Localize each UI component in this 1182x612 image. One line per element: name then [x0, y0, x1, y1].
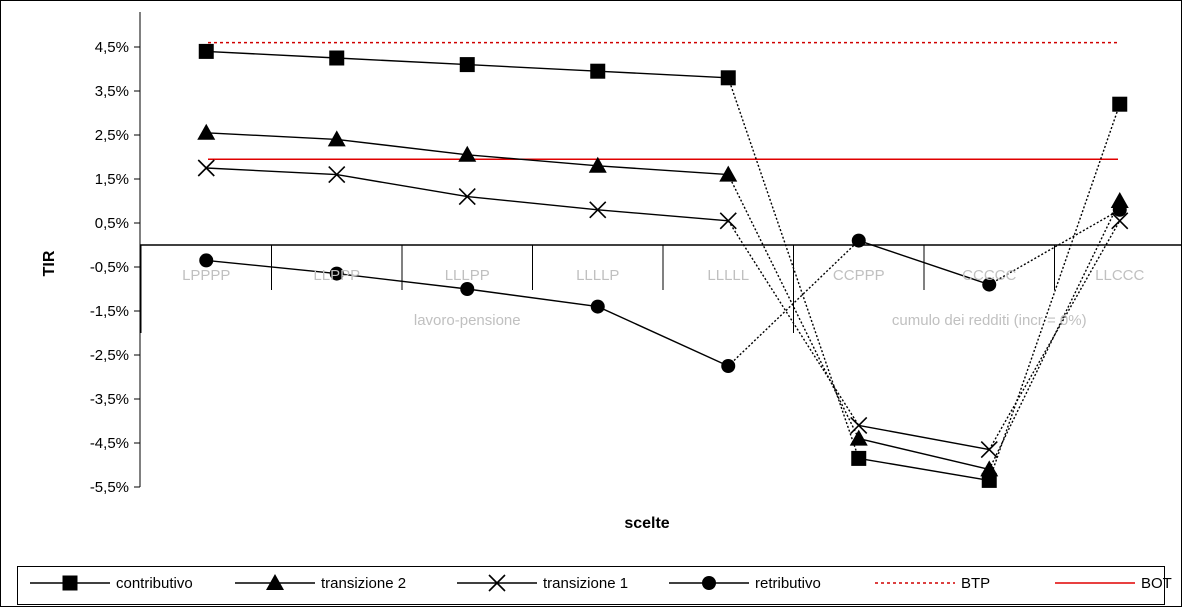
- series-connector-transizione-2: [988, 200, 1121, 470]
- legend: contributivo transizione 2 transizione 1 re…: [17, 566, 1172, 605]
- category-group-label: lavoro-pensione: [414, 312, 521, 329]
- y-axis-title: TIR: [41, 250, 58, 276]
- y-tick-label: -5,5%: [90, 479, 129, 496]
- data-point-transizione-2: [588, 156, 607, 173]
- data-point-transizione-1: [458, 188, 476, 206]
- series-connector-contributivo: [727, 77, 860, 459]
- y-tick-label: -2,5%: [90, 347, 129, 364]
- y-tick-label: -4,5%: [90, 435, 129, 452]
- data-point-transizione-1: [589, 201, 607, 219]
- series-connector-transizione-1: [727, 220, 860, 426]
- data-point-transizione-1: [850, 416, 868, 434]
- y-tick-label: 2,5%: [95, 127, 129, 144]
- data-point-transizione-1: [980, 441, 998, 459]
- legend-label: BOT: [1141, 575, 1172, 592]
- series-line-retributivo: [858, 239, 990, 286]
- data-point-transizione-2: [980, 460, 999, 477]
- legend-swatch-marker: [702, 576, 716, 590]
- category-label: LLPPP: [313, 267, 360, 284]
- category-label: LLLLL: [707, 267, 749, 284]
- y-tick-label: -1,5%: [90, 303, 129, 320]
- category-group-label: cumulo dei redditi (incr = 0%): [892, 312, 1087, 329]
- legend-label: BTP: [961, 575, 990, 592]
- data-point-transizione-2: [197, 123, 216, 140]
- data-point-retributivo: [329, 266, 344, 281]
- data-point-transizione-1: [197, 159, 215, 177]
- series-line-transizione-1: [858, 424, 990, 451]
- y-tick-label: 0,5%: [95, 215, 129, 232]
- series-line-contributivo: [858, 457, 990, 482]
- data-point-retributivo: [851, 233, 866, 248]
- data-point-transizione-2: [1110, 192, 1129, 208]
- data-point-retributivo: [590, 299, 605, 314]
- data-point-retributivo: [721, 359, 736, 373]
- series-connector-retributivo: [988, 209, 1121, 286]
- category-label: LPPPP: [182, 267, 230, 284]
- data-point-retributivo: [460, 282, 475, 296]
- series-connector-transizione-2: [727, 174, 860, 439]
- data-point-contributivo: [329, 50, 345, 66]
- data-point-transizione-1: [719, 212, 737, 230]
- y-tick-label: -0,5%: [90, 259, 129, 276]
- legend-swatch-marker: [62, 575, 78, 591]
- data-point-contributivo: [851, 450, 867, 466]
- data-point-transizione-2: [719, 165, 738, 182]
- category-label: LLLLP: [576, 267, 619, 284]
- category-label: CCCCC: [962, 267, 1016, 284]
- data-point-retributivo: [1112, 202, 1127, 217]
- series-line-transizione-2: [858, 437, 990, 471]
- category-label: CCPPP: [833, 267, 885, 284]
- data-point-contributivo: [198, 43, 214, 59]
- data-point-transizione-2: [849, 429, 868, 446]
- data-point-transizione-1: [328, 166, 346, 184]
- x-axis-title: scelte: [624, 515, 669, 532]
- data-point-contributivo: [590, 63, 606, 79]
- data-point-retributivo: [199, 253, 214, 268]
- data-point-transizione-1: [1111, 212, 1129, 230]
- y-tick-label: -3,5%: [90, 391, 129, 408]
- y-tick-label: 3,5%: [95, 83, 129, 100]
- plot-area: 4,5% 3,5% 2,5% 1,5% 0,5% -0,5% -1,5% -2,5% -3,5%…: [90, 12, 1182, 496]
- legend-label: transizione 1: [543, 575, 628, 592]
- legend-swatch-marker: [488, 574, 506, 592]
- data-point-retributivo: [982, 277, 997, 292]
- data-point-transizione-2: [458, 145, 477, 162]
- y-tick-label: 4,5%: [95, 39, 129, 56]
- data-point-transizione-2: [327, 130, 346, 147]
- data-point-contributivo: [1112, 96, 1128, 112]
- legend-label: retributivo: [755, 575, 821, 592]
- data-point-contributivo: [459, 57, 475, 73]
- legend-swatch-marker: [266, 574, 284, 590]
- legend-label: contributivo: [116, 575, 193, 592]
- data-point-contributivo: [981, 472, 997, 488]
- y-tick-label: 1,5%: [95, 171, 129, 188]
- category-label: LLCCC: [1095, 267, 1144, 284]
- legend-box: [17, 566, 1165, 605]
- legend-label: transizione 2: [321, 575, 406, 592]
- data-point-contributivo: [720, 70, 736, 86]
- category-label: LLLPP: [445, 267, 490, 284]
